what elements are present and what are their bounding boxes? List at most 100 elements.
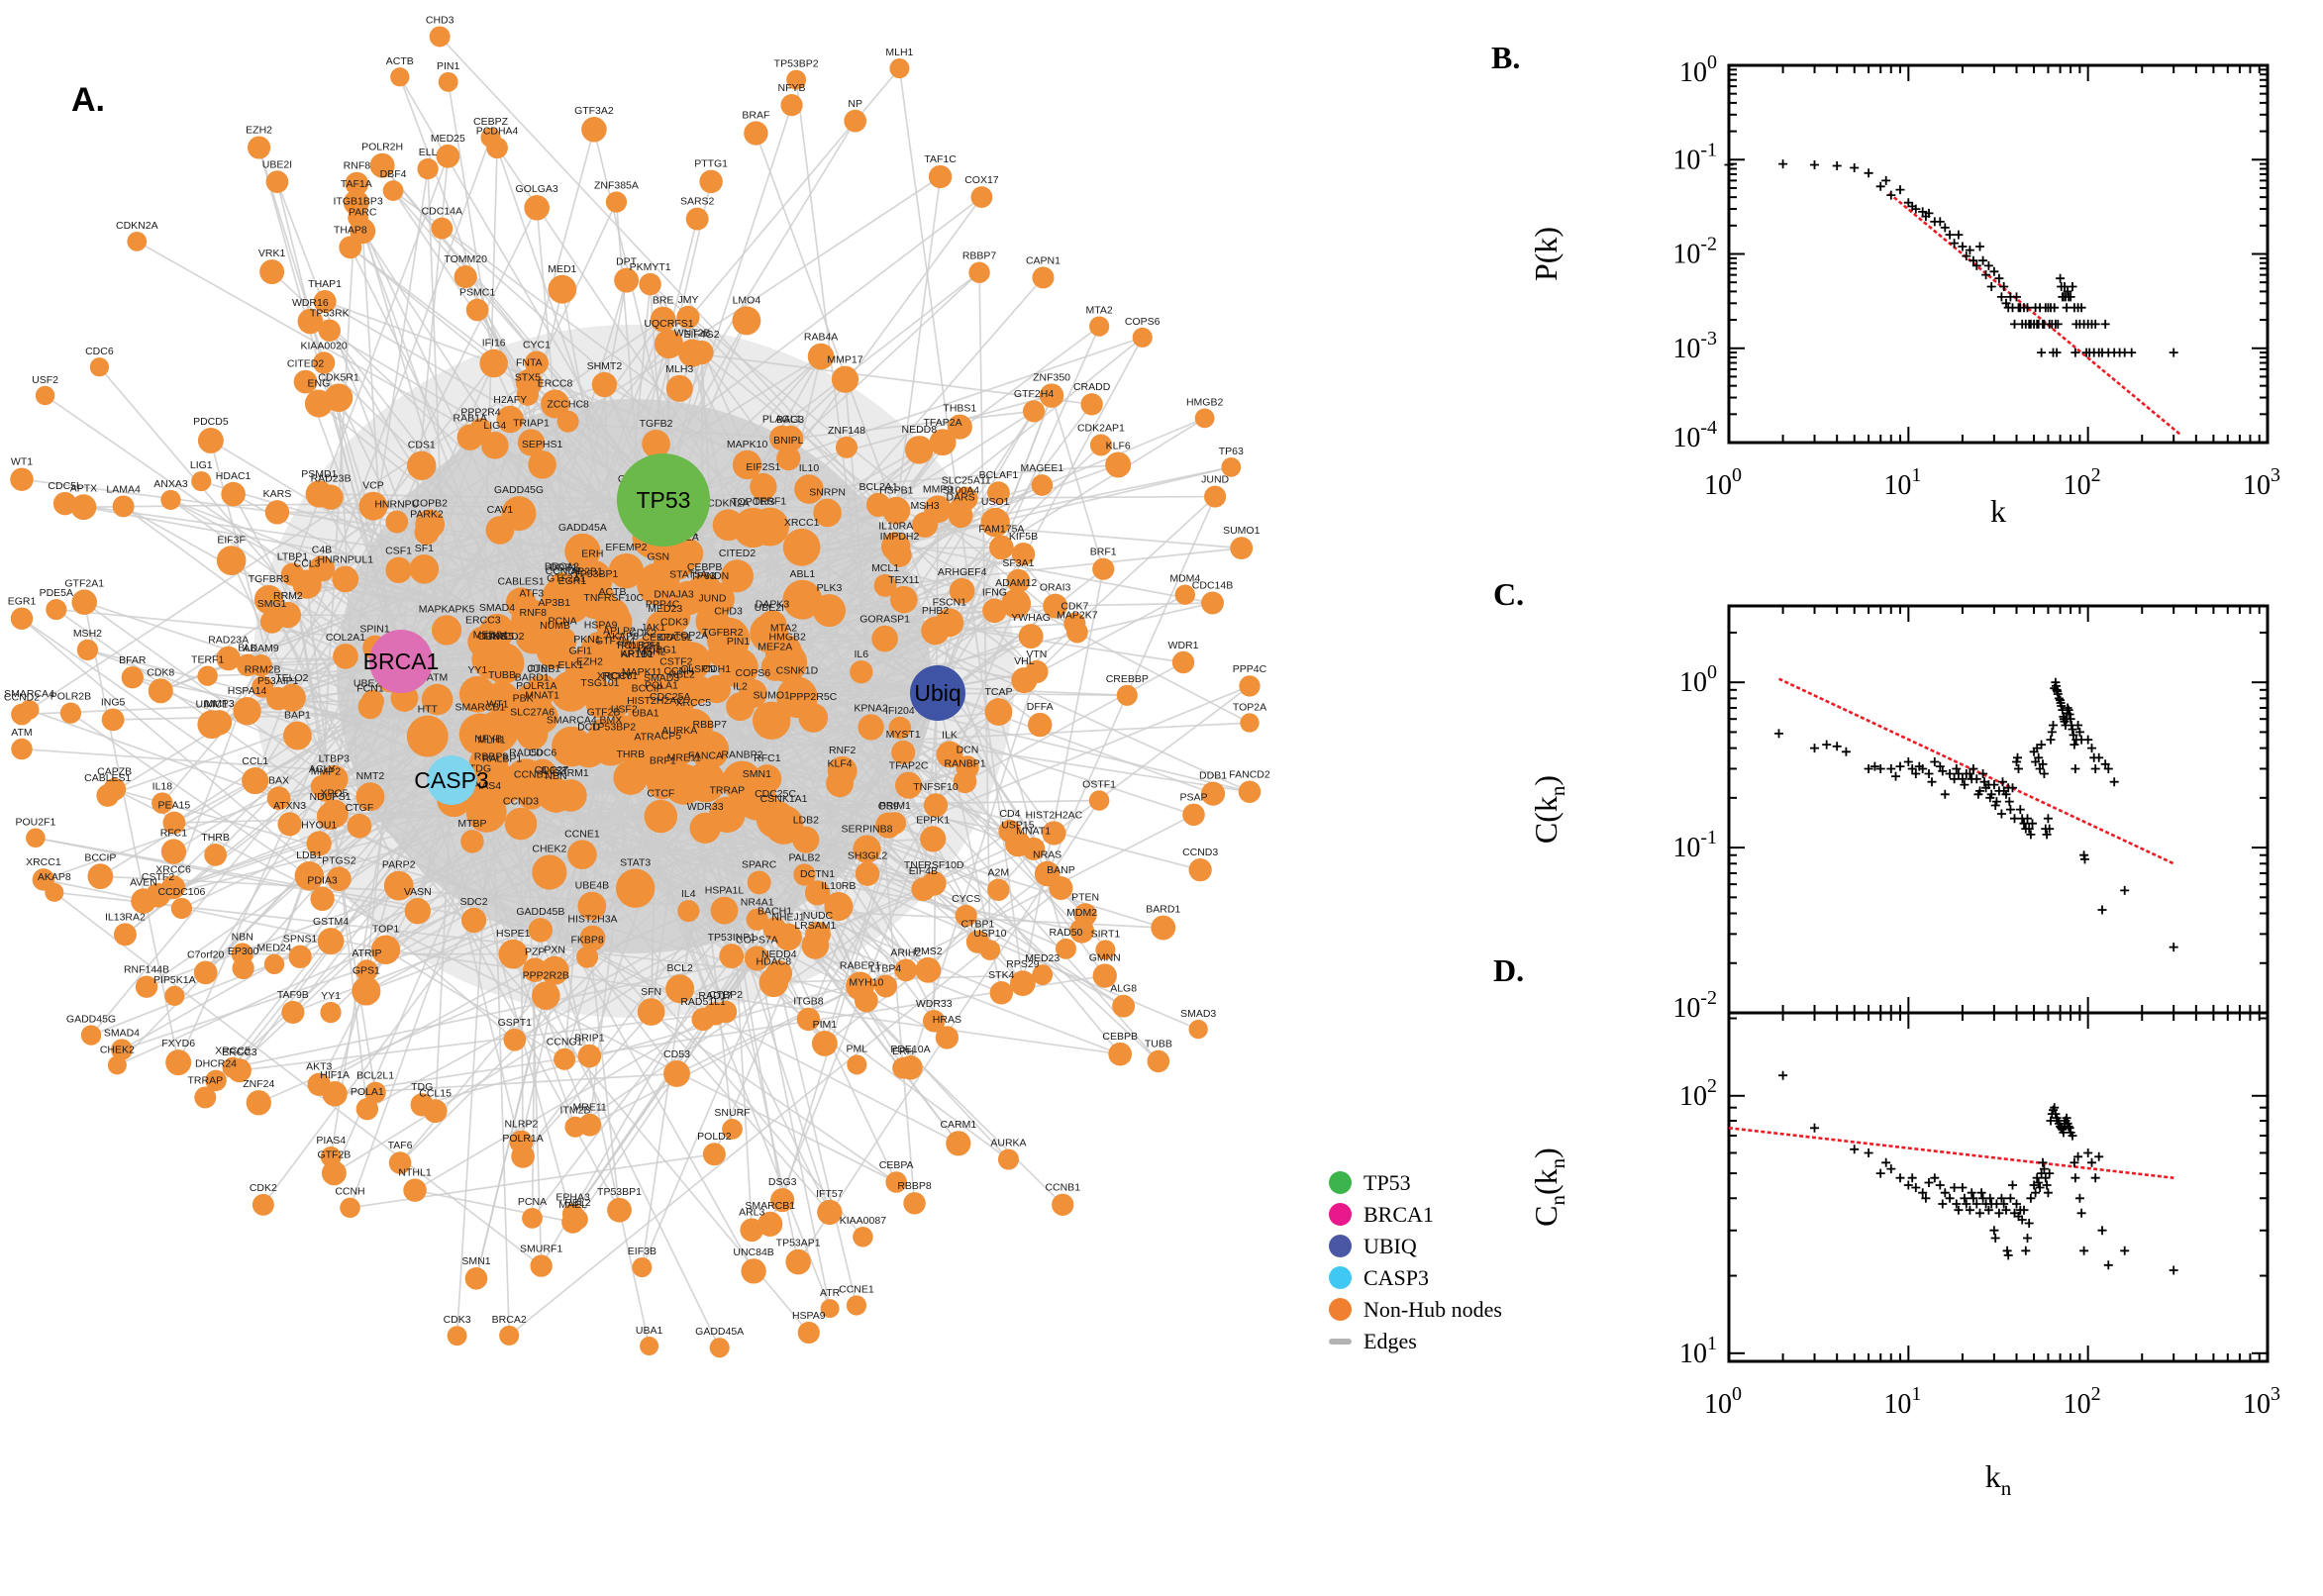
network-node-label: MTA2 [770, 622, 797, 634]
network-node [498, 939, 529, 969]
network-node [997, 1148, 1019, 1170]
network-node-label: RNF8 [520, 607, 548, 619]
node-dot-icon [1329, 1203, 1352, 1226]
network-node-label: NMT2 [356, 770, 385, 782]
tick-label: 103 [2243, 464, 2280, 501]
network-node-label: RAD23B [311, 472, 352, 484]
network-node-label: XPO5 [320, 787, 348, 799]
panel-C-ticks [1728, 606, 2269, 1014]
network-node [481, 764, 523, 806]
network-node [313, 351, 336, 374]
network-node-label: PIM1 [813, 1019, 838, 1031]
network-node [297, 308, 324, 335]
network-node-label: PIAS4 [471, 780, 501, 792]
network-node [197, 665, 218, 686]
network-node [955, 904, 977, 928]
network-node-label: DAPK3 [756, 598, 790, 610]
network-node-label: HYOU1 [301, 819, 337, 831]
network-node-label: PARK2 [410, 509, 444, 521]
legend-item-tp53: TP53 [1329, 1170, 1502, 1195]
network-node-label: MEF2A [758, 642, 792, 653]
network-node-label: FAM175A [978, 524, 1024, 536]
network-node [936, 741, 963, 768]
network-node [699, 169, 723, 194]
network-node-label: LRSAM1 [794, 920, 836, 932]
network-node [320, 764, 349, 794]
network-node-label: PCNA [548, 615, 576, 627]
network-node-label: CTBP2 [709, 989, 743, 1001]
network-node [865, 492, 891, 518]
network-node-label: BARD1 [515, 672, 550, 684]
network-node-label: HMGB2 [768, 631, 806, 643]
network-node [850, 659, 873, 684]
network-node-label: ACLY [309, 763, 336, 775]
network-node [259, 259, 285, 285]
network-node [499, 1325, 520, 1346]
network-node-label: DPT [616, 256, 638, 268]
network-node [835, 436, 858, 458]
network-node [702, 1143, 726, 1166]
network-node-label: SLC27A6 [510, 706, 555, 718]
network-node-label: RAD50 [509, 747, 543, 758]
network-node [780, 93, 803, 117]
network-node [417, 157, 439, 180]
network-node-label: PPP2R5C [789, 691, 837, 703]
panel-D-x-axis-title: kn​ [1985, 1458, 2012, 1500]
network-node-label: HNRNPUL1 [317, 554, 373, 566]
network-node [404, 898, 432, 925]
network-node-label: IMPDH2 [880, 531, 920, 543]
network-node-label: ITM2B [560, 1105, 591, 1117]
network-node [591, 371, 618, 398]
network-node [1112, 994, 1136, 1018]
network-node [332, 565, 359, 593]
network-node [813, 498, 842, 528]
network-node-label: AP2B1 [570, 566, 603, 578]
network-node [756, 800, 795, 839]
network-node-label: ATF3 [519, 587, 544, 599]
network-node [707, 638, 738, 668]
network-node [294, 861, 325, 891]
network-node-label: ILK [942, 730, 958, 742]
network-node-label: TRRAP [710, 784, 746, 796]
network-node [1089, 316, 1110, 337]
network-node-label: BRCA2 [545, 560, 579, 572]
network-node-label: RBBP7 [692, 719, 727, 731]
panel-C-y-axis-title: C(kn​) [1528, 775, 1569, 844]
network-node [632, 1257, 653, 1278]
network-node-label: MNAT1 [525, 689, 559, 701]
network-node-label: CDC27 [535, 764, 569, 776]
network-node [274, 601, 302, 629]
network-node [758, 610, 787, 640]
network-node [355, 1097, 379, 1121]
network-node-label: EZH2 [576, 656, 603, 668]
network-node-label: IL4 [681, 888, 696, 900]
network-node-label: PBK [513, 693, 534, 705]
network-node-label: TFAP2A [924, 417, 962, 429]
network-node-label: CSF1 [385, 546, 412, 557]
network-node-label: DCTN1 [800, 868, 835, 880]
network-node [537, 776, 572, 813]
network-node [1092, 963, 1117, 988]
network-node-label: BRIP1 [574, 1033, 605, 1045]
network-node-label: TGFBR3 [249, 573, 290, 585]
network-node [614, 267, 640, 293]
network-node-label: TOP1 [372, 924, 399, 936]
panel-C-points [1774, 677, 2178, 952]
network-node-label: NDN [707, 570, 730, 582]
network-node-label: BNIPL [773, 435, 804, 447]
network-node [651, 742, 684, 775]
network-node [665, 974, 695, 1004]
network-node [722, 760, 762, 802]
network-node [528, 450, 556, 479]
network-node [316, 802, 345, 831]
network-node-label: CDK2 [629, 628, 656, 640]
network-node [1132, 327, 1153, 348]
network-node-label: ACTB [598, 586, 626, 598]
network-node-label: MMP2 [311, 765, 341, 777]
network-node-label: UBE4B [575, 880, 609, 892]
network-node [644, 799, 678, 834]
panel-C: 100 10-1 10-2 C(kn​) [1528, 604, 2270, 1024]
network-node-label: JMY [677, 294, 698, 306]
network-node [946, 1131, 971, 1156]
network-node [1022, 837, 1046, 860]
